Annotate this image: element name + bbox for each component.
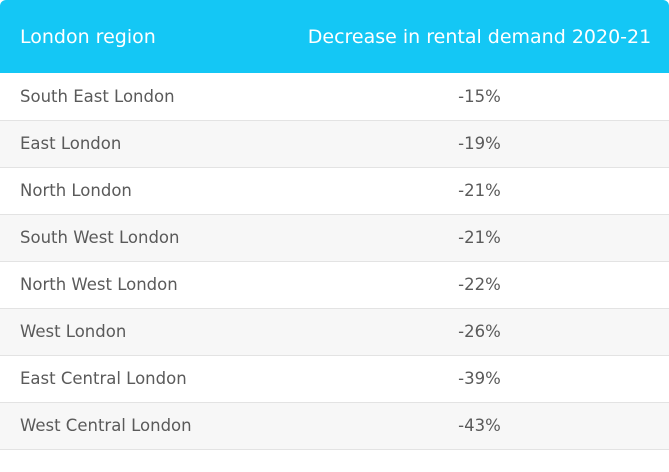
region-cell: South West London (20, 228, 180, 247)
decrease-value-cell: -22% (458, 275, 501, 294)
table-body: South East London -15% East London -19% Nort… (0, 73, 669, 449)
column-header-decrease: Decrease in rental demand 2020-21 (262, 0, 669, 73)
table-row: East London -19% (0, 120, 669, 167)
rental-demand-table-container: London region Decrease in rental demand … (0, 0, 669, 449)
decrease-value-cell: -19% (458, 134, 501, 153)
header-row: London region Decrease in rental demand … (0, 0, 669, 73)
table-row: East Central London -39% (0, 355, 669, 402)
table-row: South East London -15% (0, 73, 669, 120)
decrease-value-cell: -39% (458, 369, 501, 388)
region-cell: South East London (20, 86, 175, 106)
region-cell: West Central London (20, 416, 192, 435)
column-header-region: London region (0, 0, 262, 73)
decrease-value-cell: -43% (458, 416, 501, 435)
table-row: North West London -22% (0, 261, 669, 308)
region-cell: West London (20, 322, 127, 341)
rental-demand-table: London region Decrease in rental demand … (0, 0, 669, 449)
decrease-value-cell: -26% (458, 322, 501, 341)
region-cell: North West London (20, 275, 178, 294)
region-cell: East London (20, 134, 122, 153)
table-row: West Central London -43% (0, 402, 669, 449)
decrease-value-cell: -21% (458, 228, 501, 247)
table-row: North London -21% (0, 167, 669, 214)
table-row: South West London -21% (0, 214, 669, 261)
decrease-value-cell: -15% (458, 86, 501, 106)
region-cell: North London (20, 181, 132, 200)
table-header: London region Decrease in rental demand … (0, 0, 669, 73)
table-row: West London -26% (0, 308, 669, 355)
decrease-value-cell: -21% (458, 181, 501, 200)
region-cell: East Central London (20, 369, 187, 388)
